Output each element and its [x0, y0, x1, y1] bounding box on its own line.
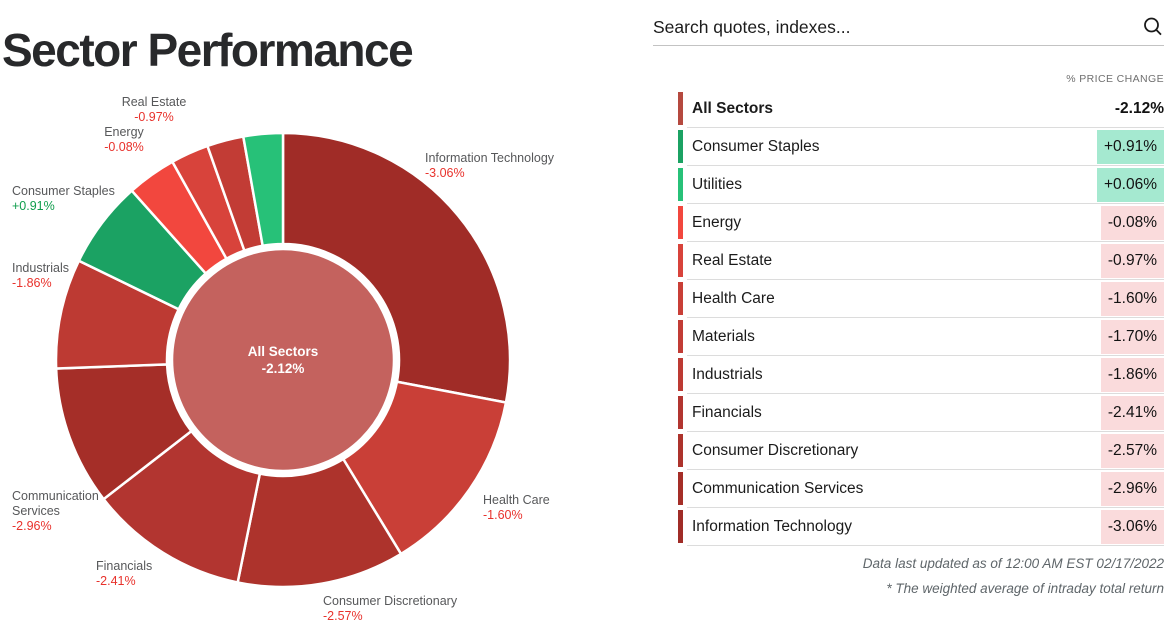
row-sector-label: Consumer Staples — [692, 138, 820, 155]
row-sector-label: Communication Services — [692, 480, 864, 497]
row-accent-bar — [678, 168, 683, 201]
row-price-change: -1.70% — [1100, 320, 1164, 354]
table-footnotes: Data last updated as of 12:00 AM EST 02/… — [678, 552, 1164, 602]
table-row-real-estate[interactable]: Real Estate -0.97% — [678, 242, 1164, 280]
table-row-utilities[interactable]: Utilities +0.06% — [678, 166, 1164, 204]
row-accent-bar — [678, 320, 683, 353]
row-accent-bar — [678, 92, 683, 125]
table-row-energy[interactable]: Energy -0.08% — [678, 204, 1164, 242]
search-bar — [653, 0, 1164, 46]
row-price-change: -2.57% — [1100, 434, 1164, 468]
donut-slice-information-technology[interactable] — [281, 131, 512, 404]
row-sector-label: Financials — [692, 404, 762, 421]
donut-center-circle — [170, 247, 396, 473]
row-accent-bar — [678, 396, 683, 429]
row-accent-bar — [678, 358, 683, 391]
row-sector-label: Utilities — [692, 176, 742, 193]
row-price-change: -2.96% — [1100, 472, 1164, 506]
row-price-change: +0.91% — [1096, 130, 1164, 164]
table-row-industrials[interactable]: Industrials -1.86% — [678, 356, 1164, 394]
row-sector-label: Industrials — [692, 366, 763, 383]
row-price-change: -3.06% — [1100, 510, 1164, 544]
row-price-change: -0.08% — [1100, 206, 1164, 240]
row-accent-bar — [678, 510, 683, 543]
price-change-column-header: % PRICE CHANGE — [1066, 73, 1164, 85]
row-sector-label: Information Technology — [692, 518, 852, 535]
row-accent-bar — [678, 130, 683, 163]
row-price-change: -1.60% — [1100, 282, 1164, 316]
donut-center-value: -2.12% — [262, 361, 305, 376]
row-sector-label: Health Care — [692, 290, 775, 307]
sector-donut-chart: All Sectors -2.12% Information Technolog… — [12, 95, 554, 623]
row-price-change: -2.12% — [1114, 100, 1164, 117]
page-title: Sector Performance — [2, 23, 414, 76]
search-icon[interactable] — [1142, 16, 1164, 38]
sector-table: % PRICE CHANGE All Sectors -2.12% Consumer… — [678, 72, 1164, 602]
table-row-information-technology[interactable]: Information Technology -3.06% — [678, 508, 1164, 546]
row-sector-label: Consumer Discretionary — [692, 442, 859, 459]
row-sector-label: Energy — [692, 214, 742, 231]
row-price-change: +0.06% — [1096, 168, 1164, 202]
table-body: All Sectors -2.12% Consumer Staples +0.91% U… — [678, 90, 1164, 546]
table-row-communication-services[interactable]: Communication Services -2.96% — [678, 470, 1164, 508]
row-accent-bar — [678, 206, 683, 239]
row-accent-bar — [678, 244, 683, 277]
row-accent-bar — [678, 472, 683, 505]
table-row-all-sectors[interactable]: All Sectors -2.12% — [678, 90, 1164, 128]
row-price-change: -0.97% — [1100, 244, 1164, 278]
updated-timestamp: Data last updated as of 12:00 AM EST 02/… — [862, 556, 1164, 571]
table-row-financials[interactable]: Financials -2.41% — [678, 394, 1164, 432]
table-row-health-care[interactable]: Health Care -1.60% — [678, 280, 1164, 318]
row-price-change: -2.41% — [1100, 396, 1164, 430]
donut-slices — [54, 131, 512, 589]
row-accent-bar — [678, 434, 683, 467]
donut-center-label: All Sectors — [248, 344, 319, 359]
donut-slice-health-care[interactable] — [341, 380, 508, 556]
table-row-materials[interactable]: Materials -1.70% — [678, 318, 1164, 356]
weighted-average-note: * The weighted average of intraday total… — [886, 580, 1164, 596]
row-sector-label: All Sectors — [692, 100, 773, 117]
donut-chart-svg: All Sectors -2.12% — [54, 131, 512, 589]
search-input[interactable] — [653, 7, 1142, 38]
table-row-consumer-discretionary[interactable]: Consumer Discretionary -2.57% — [678, 432, 1164, 470]
row-sector-label: Materials — [692, 328, 755, 345]
row-price-change: -1.86% — [1100, 358, 1164, 392]
row-sector-label: Real Estate — [692, 252, 773, 269]
row-accent-bar — [678, 282, 683, 315]
donut-slice-utilities[interactable] — [241, 131, 285, 248]
table-row-consumer-staples[interactable]: Consumer Staples +0.91% — [678, 128, 1164, 166]
